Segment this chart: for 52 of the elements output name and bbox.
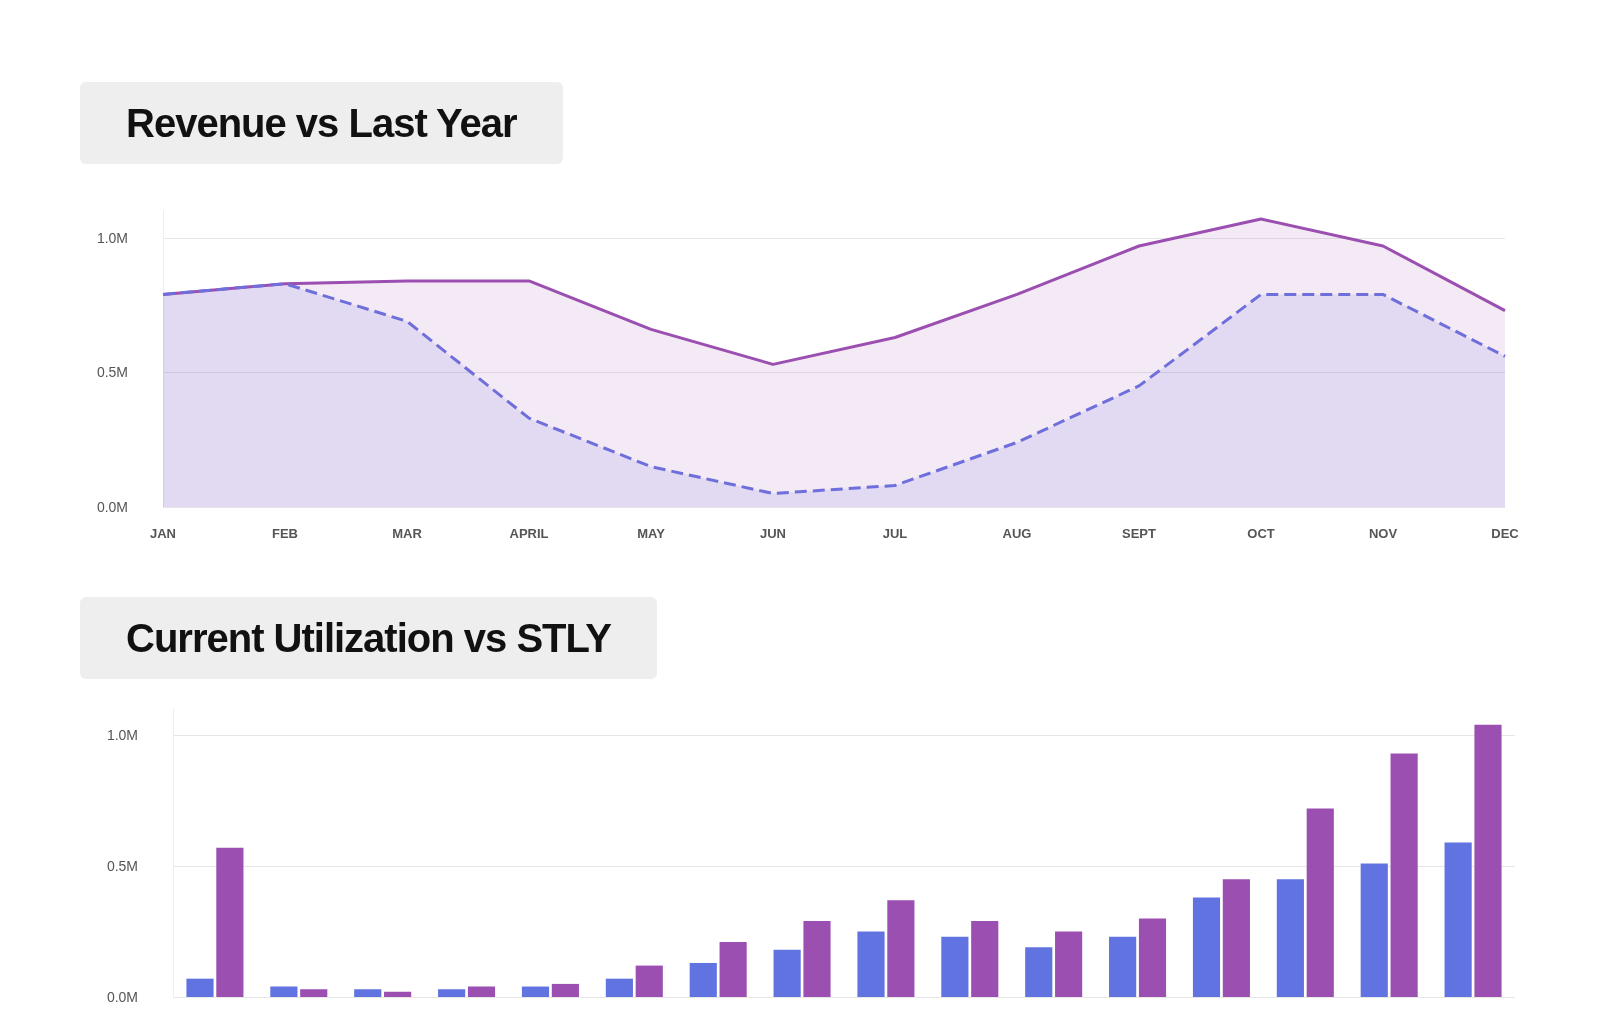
y-tick-label: 0.0M bbox=[106, 989, 138, 1005]
bar bbox=[1222, 879, 1250, 997]
x-tick-label: FEB bbox=[272, 526, 298, 541]
bar bbox=[467, 986, 496, 997]
chart-title: Revenue vs Last Year bbox=[80, 82, 563, 164]
x-tick-label: OCT bbox=[1247, 526, 1275, 541]
chart-title: Current Utilization vs STLY bbox=[80, 597, 657, 679]
x-tick-label: JAN bbox=[149, 526, 177, 541]
bar bbox=[1444, 842, 1472, 997]
bar bbox=[354, 989, 382, 997]
bar bbox=[635, 965, 663, 997]
y-tick-label: 0.0M bbox=[96, 499, 128, 515]
x-tick-label: AUG bbox=[1002, 526, 1032, 541]
bar bbox=[1025, 947, 1053, 997]
bar bbox=[1055, 931, 1083, 997]
bar bbox=[1306, 808, 1334, 997]
bar bbox=[719, 942, 747, 997]
bar bbox=[971, 921, 999, 997]
bar bbox=[1390, 753, 1418, 997]
bar bbox=[605, 978, 633, 997]
x-tick-label: DEC bbox=[1491, 526, 1520, 541]
bar bbox=[857, 931, 885, 997]
x-tick-label: APRIL bbox=[509, 526, 549, 541]
bar bbox=[216, 847, 244, 997]
y-tick-label: 0.5M bbox=[96, 364, 128, 381]
bar bbox=[803, 921, 831, 997]
bar bbox=[773, 949, 801, 997]
x-tick-label: NOV bbox=[1368, 526, 1398, 541]
bar bbox=[384, 991, 412, 997]
bar bbox=[521, 986, 550, 997]
bar bbox=[689, 962, 717, 997]
y-tick-label: 0.5M bbox=[106, 858, 138, 875]
x-tick-label: MAY bbox=[637, 526, 666, 541]
bar bbox=[1360, 863, 1388, 997]
bar bbox=[1276, 879, 1304, 997]
x-tick-label: JUL bbox=[882, 526, 908, 541]
x-tick-label: SEPT bbox=[1122, 526, 1157, 541]
bar bbox=[270, 986, 298, 997]
x-tick-label: MAR bbox=[392, 526, 423, 541]
bar bbox=[941, 936, 969, 997]
bar bbox=[1109, 936, 1137, 997]
bar bbox=[1192, 897, 1221, 997]
bar bbox=[1138, 918, 1167, 997]
y-tick-label: 1.0M bbox=[96, 229, 128, 246]
bar bbox=[887, 900, 915, 997]
bar bbox=[1474, 724, 1502, 997]
bar bbox=[186, 978, 214, 997]
y-tick-label: 1.0M bbox=[106, 727, 138, 744]
bar bbox=[300, 989, 328, 997]
bar bbox=[438, 989, 466, 997]
x-tick-label: JUN bbox=[759, 526, 787, 541]
bar bbox=[551, 983, 579, 997]
